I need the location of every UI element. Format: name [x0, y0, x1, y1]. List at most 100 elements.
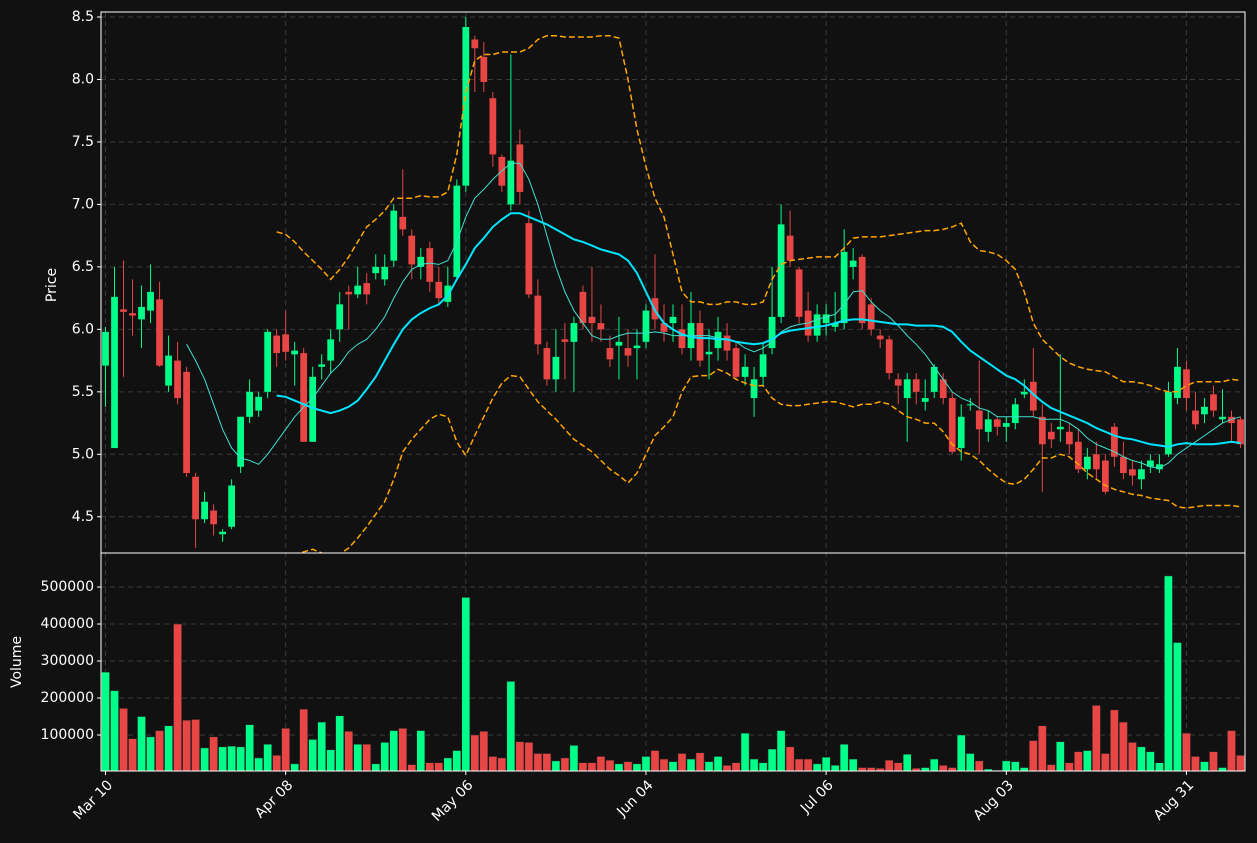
- volume-bar: [236, 746, 245, 772]
- indicator-line: [276, 34, 1241, 393]
- volume-bar: [164, 725, 173, 772]
- volume-bar: [866, 767, 876, 772]
- candle-body: [1029, 381, 1037, 411]
- volume-bar: [920, 767, 930, 772]
- indicator-line: [296, 368, 1241, 553]
- y-tick-label: 6.5: [72, 259, 94, 275]
- candle-body: [237, 416, 244, 467]
- volume-bar: [470, 734, 480, 772]
- volume-bar: [902, 753, 912, 772]
- volume-bar: [1218, 767, 1227, 772]
- volume-bar: [389, 730, 399, 772]
- volume-bar: [1092, 705, 1101, 772]
- y-axis-label: Price: [44, 268, 60, 302]
- volume-bar: [1010, 761, 1020, 772]
- candle-body: [192, 476, 199, 520]
- candle-body: [912, 379, 920, 392]
- candle-body: [1120, 456, 1127, 474]
- volume-bar: [1236, 755, 1245, 772]
- candle-body: [777, 224, 785, 317]
- candle-body: [291, 350, 299, 355]
- candle-body: [1228, 416, 1235, 424]
- candle-body: [1011, 404, 1019, 424]
- candle-body: [129, 313, 136, 316]
- volume-bar: [659, 758, 669, 772]
- candle-body: [111, 296, 118, 449]
- candle-body: [1192, 410, 1199, 425]
- candle-body: [489, 98, 497, 155]
- volume-bar: [497, 757, 507, 772]
- candle-body: [1210, 394, 1217, 411]
- y-tick-label: 8.0: [72, 71, 94, 87]
- candle-body: [372, 266, 380, 274]
- candle-body: [165, 355, 172, 386]
- volume-bar: [461, 597, 471, 772]
- volume-bar: [668, 761, 678, 772]
- volume-bar: [830, 765, 840, 772]
- volume-bar: [281, 728, 290, 772]
- volume-bar: [947, 767, 957, 772]
- volume-bar: [1083, 750, 1092, 772]
- y-tick-label: 6.0: [72, 321, 94, 337]
- candle-body: [1156, 464, 1163, 470]
- volume-bar: [155, 730, 164, 772]
- volume-bar: [542, 753, 552, 772]
- volume-bar: [821, 756, 831, 772]
- candle-body: [813, 314, 821, 336]
- volume-bar: [848, 758, 858, 772]
- volume-bar: [218, 746, 227, 772]
- candle-body: [921, 398, 929, 402]
- volume-bar: [1056, 741, 1065, 772]
- volume-bar: [137, 716, 146, 772]
- volume-tick-label: 200000: [41, 690, 94, 706]
- volume-bar: [353, 744, 363, 772]
- candle-body: [1065, 431, 1073, 445]
- candle-body: [318, 364, 326, 367]
- y-tick-label: 8.5: [72, 9, 94, 25]
- candle-body: [975, 410, 983, 430]
- candle-body: [570, 323, 578, 342]
- candle-body: [1183, 369, 1190, 399]
- volume-bar: [380, 742, 390, 772]
- volume-bar: [767, 748, 777, 772]
- volume-bar: [488, 756, 498, 772]
- volume-bar: [803, 758, 813, 772]
- candle-body: [966, 404, 974, 406]
- volume-bar: [560, 757, 570, 772]
- candle-body: [1056, 426, 1064, 430]
- candle-body: [102, 331, 109, 366]
- candle-body: [147, 291, 154, 311]
- candle-body: [228, 485, 235, 527]
- candle-body: [1020, 391, 1028, 395]
- candle-body: [138, 306, 145, 320]
- candle-body: [264, 331, 272, 392]
- volume-bar: [1227, 730, 1236, 772]
- volume-bar: [1137, 746, 1146, 772]
- volume-frame: [100, 552, 1246, 772]
- volume-bar: [677, 753, 687, 772]
- candle-body: [1038, 416, 1046, 445]
- candle-body: [1074, 441, 1082, 470]
- volume-bar: [713, 756, 723, 772]
- volume-bar: [929, 758, 939, 772]
- volume-bar: [641, 756, 651, 772]
- candle-body: [948, 398, 956, 452]
- volume-bar: [1209, 751, 1218, 772]
- volume-bar: [416, 730, 426, 772]
- candle-body: [840, 251, 848, 324]
- candle-body: [300, 353, 308, 442]
- candle-body: [867, 304, 875, 330]
- candle-body: [390, 210, 398, 261]
- volume-bar: [533, 753, 543, 772]
- volume-bar: [479, 731, 489, 772]
- candle-body: [363, 283, 371, 295]
- volume-bar: [623, 761, 633, 772]
- candle-body: [858, 256, 866, 324]
- volume-bar: [965, 753, 975, 772]
- price-plot: [102, 16, 1244, 549]
- volume-bar: [1128, 742, 1137, 772]
- candle-body: [219, 531, 226, 535]
- candle-body: [615, 341, 623, 346]
- volume-bar: [1020, 767, 1029, 772]
- volume-bar: [587, 762, 597, 772]
